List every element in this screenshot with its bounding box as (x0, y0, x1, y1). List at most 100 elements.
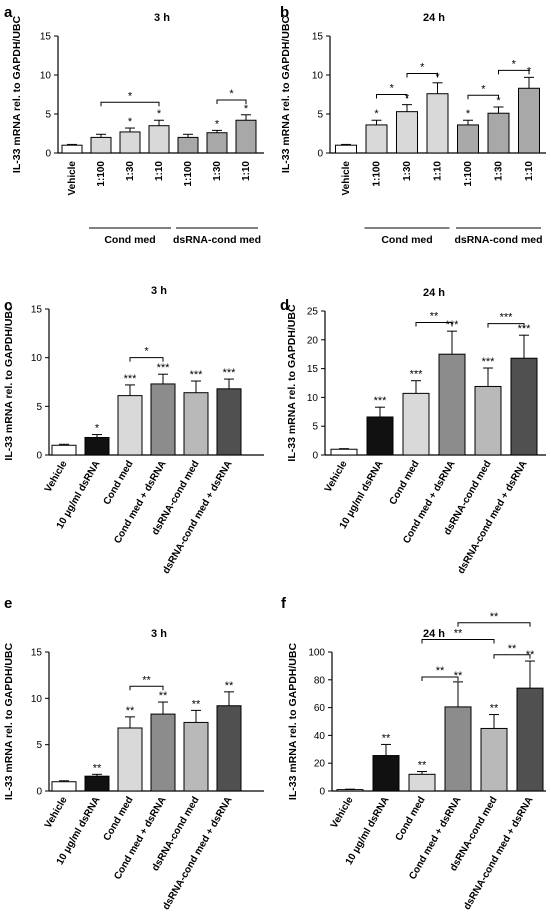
y-tick-label: 15 (40, 32, 52, 43)
bar-6 (516, 687, 544, 792)
x-tick-label: 1:100 (463, 161, 474, 187)
significance-star: ** (454, 670, 463, 682)
bar-5 (183, 392, 209, 456)
bar-7 (235, 119, 257, 154)
y-axis-label: IL-33 mRNA rel. to GAPDH/UBC (3, 303, 15, 461)
y-tick-label: 5 (36, 402, 42, 413)
comparison-bracket (457, 622, 531, 627)
bar-3 (402, 392, 430, 456)
bracket-label: ** (508, 643, 517, 655)
bar-3 (117, 727, 143, 792)
bar-2 (84, 775, 110, 792)
bar-6 (216, 388, 242, 456)
bar-3 (119, 131, 141, 154)
significance-star: *** (124, 373, 138, 385)
comparison-bracket (216, 99, 247, 104)
x-tick-label: 1:30 (494, 161, 505, 181)
significance-star: *** (482, 356, 496, 368)
y-tick-label: 60 (314, 703, 326, 714)
y-tick-label: 40 (314, 731, 326, 742)
chart-title: 24 h (423, 12, 445, 24)
y-axis-label: IL-33 mRNA rel. to GAPDH/UBC (286, 304, 298, 462)
bar-5 (183, 721, 209, 792)
x-tick-label: Vehicle (329, 795, 356, 831)
significance-star: *** (410, 369, 424, 381)
bar-3 (117, 395, 143, 456)
bar-7 (518, 87, 540, 154)
significance-star: ** (225, 680, 234, 692)
significance-star: ** (126, 705, 135, 717)
bar-5 (457, 124, 479, 154)
significance-star: ** (93, 762, 102, 774)
panel-letter: b (280, 4, 289, 21)
bar-1 (61, 144, 83, 154)
chart-title: 24 h (423, 287, 445, 299)
chart-panel-c: c 3 h 0 5 10 15 IL-33 mRNA rel. to GAPDH/UBC Ve… (3, 285, 264, 576)
y-tick-label: 80 (314, 675, 326, 686)
bar-4 (438, 353, 466, 456)
bar-5 (474, 385, 502, 456)
bar-1 (335, 144, 357, 154)
significance-star: *** (190, 369, 204, 381)
x-tick-label: 1:10 (433, 161, 444, 181)
bar-5 (480, 727, 508, 792)
y-tick-label: 100 (308, 648, 325, 659)
significance-star: * (215, 118, 220, 130)
significance-star: * (128, 116, 133, 128)
y-tick-label: 20 (307, 335, 319, 346)
y-axis-label: IL-33 mRNA rel. to GAPDH/UBC (3, 643, 15, 801)
x-tick-label: 1:100 (372, 161, 383, 187)
significance-star: ** (418, 760, 427, 772)
x-tick-label: Vehicle (67, 161, 78, 196)
x-tick-label: 1:30 (402, 161, 413, 181)
y-tick-label: 5 (36, 740, 42, 751)
bracket-label: * (420, 61, 425, 73)
significance-star: ** (490, 703, 499, 715)
y-tick-label: 0 (317, 149, 323, 160)
significance-star: * (405, 93, 410, 105)
significance-star: *** (518, 323, 532, 335)
comparison-bracket (421, 676, 459, 682)
comparison-bracket (129, 357, 164, 362)
significance-star: * (95, 423, 100, 435)
bracket-label: ** (436, 665, 445, 677)
x-tick-label: Vehicle (323, 459, 350, 495)
bar-1 (330, 448, 358, 456)
significance-star: ** (382, 732, 391, 744)
bar-2 (84, 436, 110, 456)
y-tick-label: 0 (36, 451, 42, 462)
group-label: Cond med (104, 234, 155, 246)
y-tick-label: 0 (312, 451, 318, 462)
significance-star: * (374, 108, 379, 120)
x-tick-label: Vehicle (341, 161, 352, 196)
comparison-bracket (467, 94, 499, 100)
significance-star: *** (223, 367, 237, 379)
bar-1 (51, 444, 77, 456)
bar-5 (177, 136, 199, 154)
chart-title: 3 h (151, 628, 167, 640)
x-tick-label: dsRNA-cond med + dsRNA (161, 459, 235, 576)
y-tick-label: 0 (45, 149, 51, 160)
bracket-label: * (144, 346, 149, 358)
significance-star: *** (157, 362, 171, 374)
significance-star: ** (159, 690, 168, 702)
bar-4 (444, 706, 472, 792)
bracket-label: * (128, 90, 133, 102)
x-tick-label: Vehicle (43, 795, 70, 831)
chart-panel-a: a 3 h 0 5 10 15 IL-33 mRNA rel. to GAPDH/UBC Ve… (4, 4, 264, 246)
bar-6 (487, 112, 510, 154)
y-axis-label: IL-33 mRNA rel. to GAPDH/UBC (11, 16, 23, 174)
bar-4 (148, 125, 170, 154)
bracket-label: ** (430, 311, 439, 323)
y-tick-label: 5 (45, 110, 51, 121)
y-tick-label: 10 (31, 353, 43, 364)
significance-star: ** (192, 698, 201, 710)
comparison-bracket (498, 69, 530, 75)
significance-star: * (157, 108, 162, 120)
bracket-label: *** (500, 312, 514, 324)
bracket-label: ** (490, 611, 499, 623)
x-tick-label: 1:100 (183, 161, 194, 187)
comparison-bracket (415, 322, 453, 327)
panel-letter: a (4, 4, 13, 21)
comparison-bracket (406, 72, 438, 78)
